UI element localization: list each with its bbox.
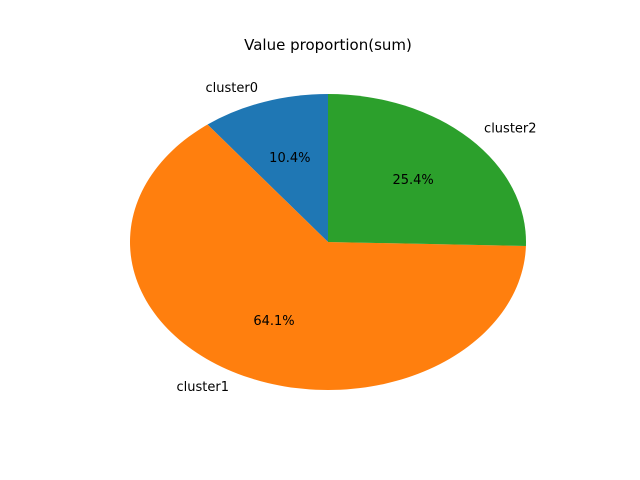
pie-category-label: cluster2 bbox=[484, 121, 536, 136]
pie-percent-label: 25.4% bbox=[392, 173, 433, 188]
chart-title: Value proportion(sum) bbox=[244, 36, 412, 54]
pie-percent-label: 10.4% bbox=[269, 151, 310, 166]
pie-category-label: cluster0 bbox=[206, 81, 258, 96]
pie-slice-cluster2 bbox=[328, 94, 526, 246]
pie-percent-label: 64.1% bbox=[253, 314, 294, 329]
pie-slice-cluster1 bbox=[129, 124, 526, 391]
pie-category-label: cluster1 bbox=[177, 380, 229, 395]
pie-slice-cluster0 bbox=[207, 94, 328, 242]
pie-labels: cluster0 10.4% cluster1 64.1% cluster2 25.4% bbox=[177, 81, 537, 395]
pie-slices bbox=[129, 94, 526, 391]
